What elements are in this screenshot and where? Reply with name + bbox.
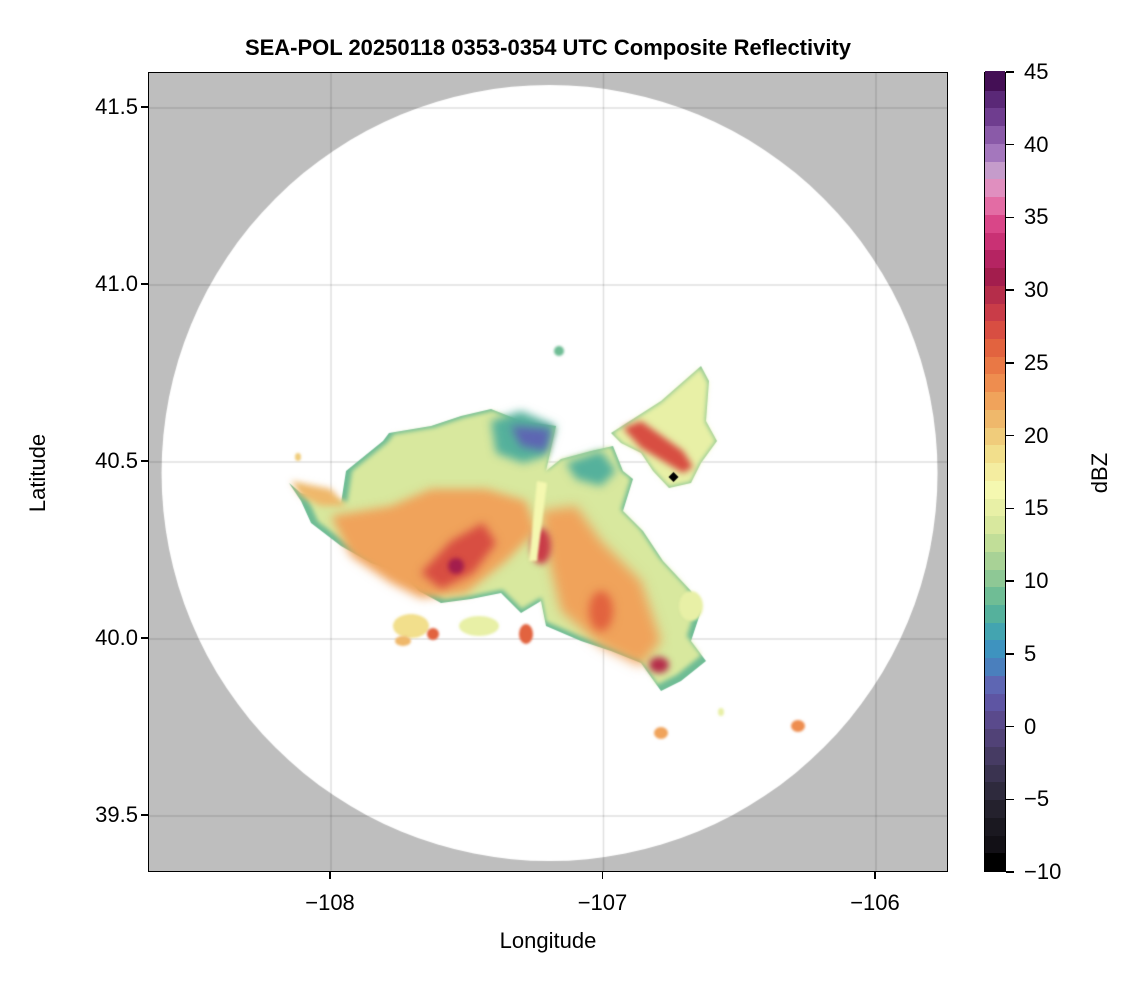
colorbar-bin [985,797,1005,818]
colorbar-bin [985,283,1005,304]
colorbar-tick-mark [1006,434,1014,437]
colorbar-label: dBZ [1087,452,1112,494]
reflectivity-field [149,73,947,871]
colorbar-bin [985,194,1005,215]
colorbar-tick-label: 5 [1024,640,1037,666]
colorbar-tick-label: 10 [1024,568,1049,594]
colorbar-bin [985,655,1005,676]
colorbar-tick-mark [1006,507,1014,510]
colorbar-tick-label: 25 [1024,349,1049,375]
colorbar-tick-mark [1006,580,1014,582]
colorbar-bin [985,513,1005,535]
colorbar-tick-mark [1006,71,1014,73]
y-tick-label: 41.0 [95,271,138,297]
colorbar-bin [985,744,1005,765]
colorbar-tick-label: −5 [1024,786,1050,812]
colorbar-bin [985,673,1005,694]
colorbar-bin [985,584,1005,606]
colorbar-bin [985,549,1005,570]
colorbar-bin [985,159,1005,180]
colorbar-bin [985,815,1005,836]
chart-title: SEA-POL 20250118 0353-0354 UTC Composite… [244,35,852,60]
colorbar-tick-label: 35 [1024,204,1049,230]
colorbar-bin [985,336,1005,357]
colorbar-tick-label: 15 [1024,495,1049,521]
colorbar-bin [985,691,1005,712]
y-tick-label: 41.5 [95,94,138,120]
colorbar-bin [985,389,1005,410]
colorbar-tick-label: 0 [1024,713,1037,739]
colorbar-bin [985,425,1005,446]
colorbar-bin [985,567,1005,588]
colorbar-bin [985,850,1005,871]
x-tick-label: −106 [850,890,900,915]
colorbar-tick-mark [1006,798,1014,801]
y-tick-label: 40.0 [95,625,138,651]
x-tick-mark [329,872,331,879]
colorbar-bin [985,638,1005,659]
y-tick-mark [141,283,148,285]
colorbar-bin [985,301,1005,322]
colorbar-bin [985,88,1005,109]
colorbar-tick-mark [1006,871,1014,873]
x-tick-mark [601,872,604,879]
colorbar-tick-mark [1006,216,1014,219]
colorbar-tick-label: 45 [1024,59,1049,84]
colorbar-tick-label: −10 [1024,859,1062,884]
colorbar-bin [985,531,1005,552]
colorbar-bin [985,177,1005,198]
colorbar-bin [985,762,1005,783]
colorbar-bin [985,354,1005,375]
colorbar-bin [985,141,1005,162]
colorbar-tick-label: 30 [1024,277,1049,303]
colorbar-bin [985,620,1005,641]
colorbar-bin [985,230,1005,251]
x-axis-label: Longitude [499,928,597,953]
colorbar-bin [985,478,1005,499]
colorbar-bin [985,123,1005,144]
y-tick-label: 40.5 [95,448,138,474]
colorbar-bin [985,602,1005,623]
colorbar-bin [985,70,1005,91]
x-tick-mark [874,872,876,879]
colorbar-tick-mark [1006,143,1014,146]
y-axis-label: Latitude [25,433,50,513]
colorbar-bin [985,372,1005,393]
y-tick-mark [141,460,148,462]
colorbar-tick-mark [1006,725,1014,728]
plot-area [148,72,948,872]
colorbar [984,70,1006,872]
colorbar-bin [985,106,1005,127]
colorbar-bin [985,407,1005,428]
colorbar-tick-mark [1006,289,1014,291]
colorbar-bin [985,779,1005,801]
colorbar-bin [985,265,1005,286]
colorbar-tick-mark [1006,362,1014,364]
colorbar-bin [985,833,1005,854]
colorbar-bin [985,460,1005,481]
y-tick-mark [141,106,148,108]
y-tick-mark [141,814,148,816]
x-tick-label: −107 [577,890,628,915]
colorbar-tick-label: 40 [1024,131,1049,157]
colorbar-tick-label: 20 [1024,422,1049,448]
y-tick-label: 39.5 [95,802,138,827]
colorbar-bin [985,212,1005,233]
colorbar-bin [985,709,1005,730]
colorbar-bin [985,726,1005,747]
x-tick-label: −108 [305,890,355,915]
colorbar-bin [985,318,1005,340]
colorbar-bin [985,247,1005,269]
colorbar-bin [985,443,1005,464]
colorbar-tick-mark [1006,653,1014,655]
colorbar-bin [985,496,1005,517]
y-tick-mark [141,637,148,639]
